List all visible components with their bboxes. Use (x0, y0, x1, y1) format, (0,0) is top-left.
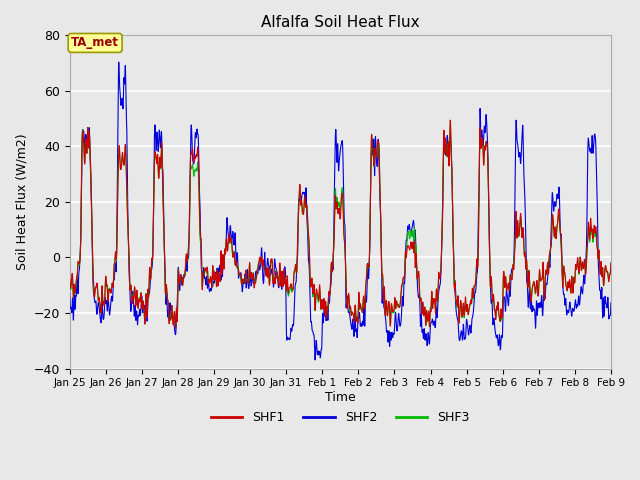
SHF2 (66, 290, 74, 296)
X-axis label: Time: Time (325, 391, 356, 404)
Text: TA_met: TA_met (71, 36, 119, 49)
SHF1 (444, 152, 451, 157)
SHF2 (311, 357, 319, 363)
SHF3 (444, 152, 451, 158)
SHF1 (237, 281, 245, 287)
SHF3 (513, 225, 520, 231)
Legend: SHF1, SHF2, SHF3: SHF1, SHF2, SHF3 (206, 406, 474, 429)
SHF2 (409, 219, 417, 225)
SHF3 (607, 260, 615, 266)
SHF2 (473, 276, 481, 282)
Line: SHF1: SHF1 (70, 120, 611, 328)
SHF2 (115, 60, 123, 65)
SHF2 (607, 300, 615, 306)
SHF2 (444, 138, 452, 144)
SHF3 (426, 324, 433, 329)
SHF3 (446, 122, 454, 128)
SHF2 (444, 134, 451, 140)
SHF3 (66, 278, 74, 284)
SHF1 (172, 325, 180, 331)
Y-axis label: Soil Heat Flux (W/m2): Soil Heat Flux (W/m2) (15, 133, 28, 270)
Title: Alfalfa Soil Heat Flux: Alfalfa Soil Heat Flux (261, 15, 420, 30)
SHF1 (409, 240, 417, 245)
SHF1 (473, 262, 481, 267)
SHF2 (513, 125, 520, 131)
SHF3 (237, 279, 245, 285)
SHF3 (409, 229, 417, 235)
SHF3 (473, 263, 481, 269)
Line: SHF2: SHF2 (70, 62, 611, 360)
SHF3 (444, 154, 451, 160)
Line: SHF3: SHF3 (70, 125, 611, 326)
SHF1 (446, 117, 454, 123)
SHF1 (444, 153, 451, 159)
SHF2 (237, 276, 245, 282)
SHF1 (513, 226, 520, 231)
SHF1 (66, 276, 74, 281)
SHF1 (607, 260, 615, 266)
